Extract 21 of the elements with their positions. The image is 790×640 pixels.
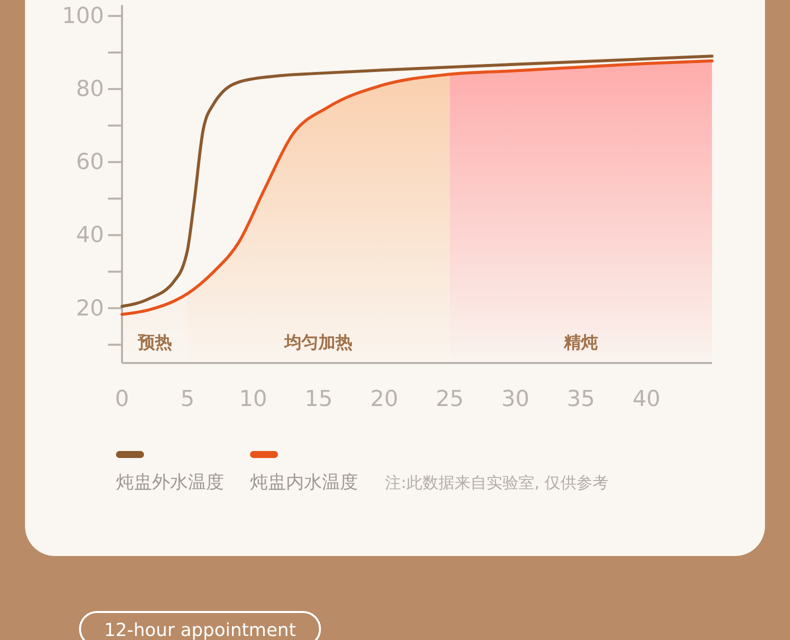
x-tick-label: 10 — [239, 387, 268, 412]
legend-label: 炖盅内水温度 — [250, 472, 358, 493]
legend-label: 炖盅外水温度 — [116, 472, 224, 493]
x-tick-label: 20 — [370, 387, 398, 412]
band-label: 精炖 — [562, 333, 598, 353]
y-tick-label: 20 — [76, 296, 104, 322]
x-tick-label: 30 — [501, 387, 530, 412]
y-tick-label: 60 — [76, 150, 104, 176]
x-tick-label: 0 — [115, 387, 129, 412]
x-tick-label: 15 — [304, 387, 333, 412]
band-label: 预热 — [136, 333, 172, 353]
y-tick-label: 100 — [62, 4, 104, 29]
text: 12-hour appointment — [104, 620, 296, 640]
y-tick-label: 80 — [76, 77, 104, 102]
band-label: 均匀加热 — [284, 333, 353, 353]
x-tick-label: 40 — [632, 387, 660, 412]
y-tick-label: 40 — [76, 223, 104, 248]
text: 注:此数据来自实验室, 仅供参考 — [385, 473, 609, 492]
x-tick-label: 25 — [436, 387, 464, 412]
x-tick-label: 35 — [566, 387, 595, 412]
x-tick-label: 5 — [180, 387, 195, 412]
